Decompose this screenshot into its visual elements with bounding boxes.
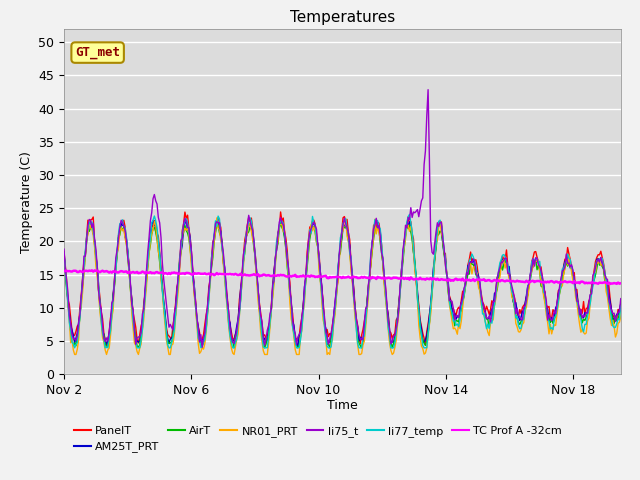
X-axis label: Time: Time xyxy=(327,398,358,411)
Title: Temperatures: Temperatures xyxy=(290,10,395,25)
Legend: PanelT, AM25T_PRT, AirT, NR01_PRT, li75_t, li77_temp, TC Prof A -32cm: PanelT, AM25T_PRT, AirT, NR01_PRT, li75_… xyxy=(70,421,566,457)
Text: GT_met: GT_met xyxy=(75,46,120,59)
Y-axis label: Temperature (C): Temperature (C) xyxy=(20,151,33,252)
